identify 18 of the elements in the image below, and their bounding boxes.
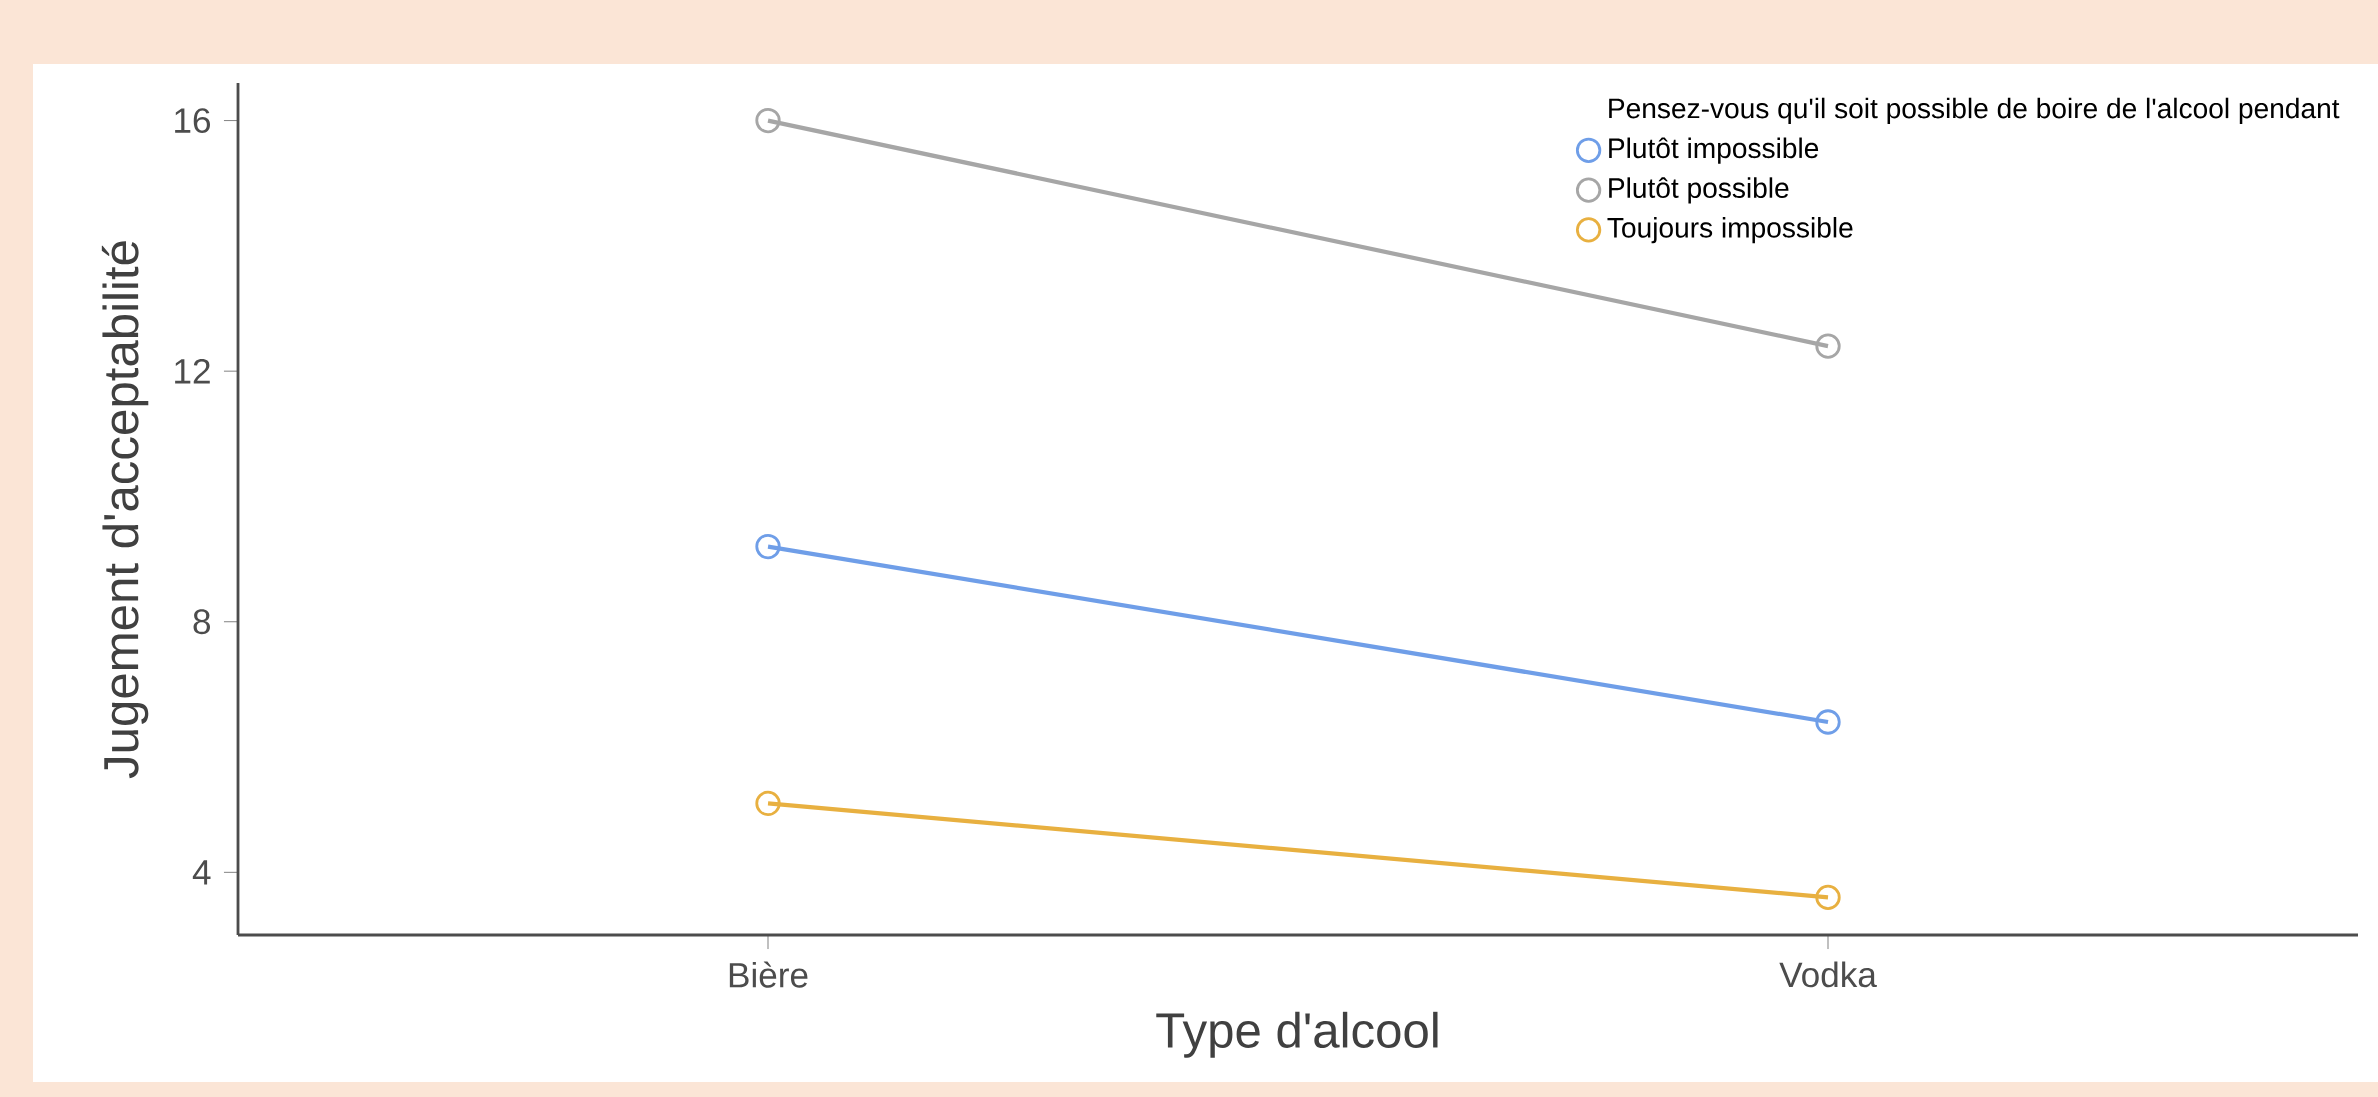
point bbox=[755, 107, 781, 134]
legend-label: Toujours impossible bbox=[1607, 217, 1853, 244]
x-tick-label: Bière bbox=[729, 961, 808, 988]
y-tick-label: 8 bbox=[193, 609, 211, 635]
y-axis-title: Jugement d'acceptabilité bbox=[101, 241, 149, 779]
point bbox=[1815, 884, 1841, 911]
point bbox=[1815, 333, 1841, 359]
y-tick-label: 4 bbox=[192, 860, 211, 885]
y-tick-label: 16 bbox=[175, 108, 211, 133]
x-axis-title: Type d'alcool bbox=[1156, 1011, 1438, 1058]
point bbox=[755, 533, 781, 560]
point bbox=[755, 790, 781, 817]
legend-label: Plutôt possible bbox=[1609, 177, 1789, 204]
x-tick-label: Vodka bbox=[1779, 961, 1877, 988]
legend-label: Plutôt impossible bbox=[1609, 137, 1819, 164]
legend-title: Pensez-vous qu'il soit possible de boire de l'alcool pendant bbox=[1609, 97, 2340, 124]
y-tick-label: 12 bbox=[175, 358, 210, 384]
point bbox=[1815, 709, 1841, 735]
